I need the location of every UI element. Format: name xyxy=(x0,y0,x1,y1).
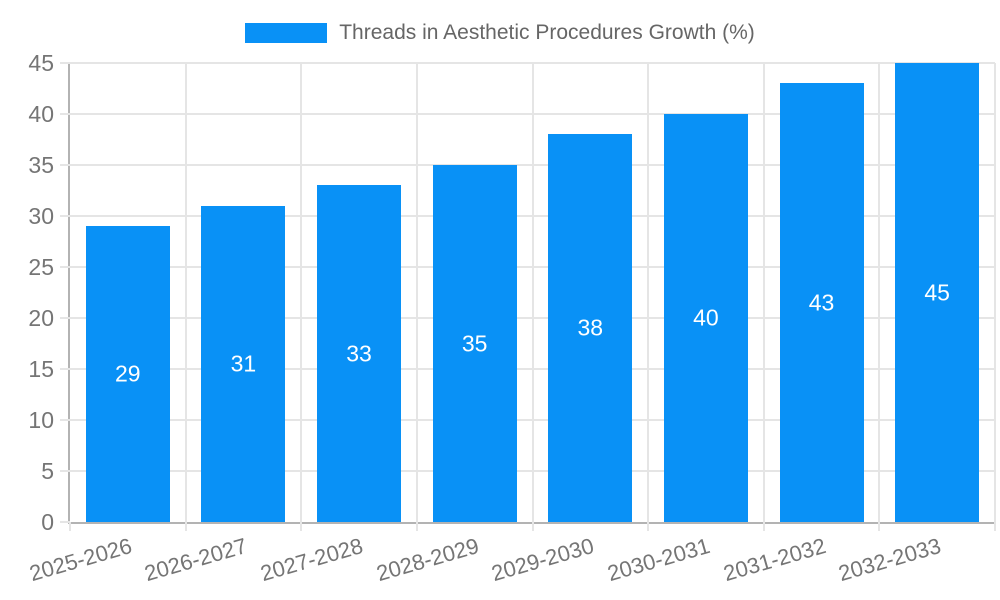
y-tick-label: 30 xyxy=(28,203,54,229)
y-tick-mark xyxy=(60,521,70,523)
y-gridline xyxy=(60,113,995,115)
x-tick-mark xyxy=(69,522,71,531)
bar[interactable]: 35 xyxy=(432,165,517,522)
x-gridline xyxy=(762,63,765,522)
plot-area: 29 31 33 35 38 40 43 45 xyxy=(60,62,996,531)
y-gridline xyxy=(60,470,995,472)
bar-value-label: 29 xyxy=(115,360,141,387)
y-tick-label: 10 xyxy=(28,407,54,433)
bar[interactable]: 31 xyxy=(201,205,286,522)
bar-value-label: 43 xyxy=(808,289,835,316)
y-gridline xyxy=(60,368,995,370)
bar[interactable]: 33 xyxy=(317,185,402,522)
bar[interactable]: 38 xyxy=(548,134,633,522)
y-tick-label: 35 xyxy=(28,152,54,178)
bar[interactable]: 45 xyxy=(895,63,980,522)
x-gridline xyxy=(647,63,650,522)
bar[interactable]: 43 xyxy=(779,83,864,522)
bar[interactable]: 29 xyxy=(85,226,170,522)
y-gridline xyxy=(60,62,995,64)
x-tick-mark xyxy=(647,522,650,531)
x-gridline xyxy=(184,63,187,522)
bar-value-label: 35 xyxy=(461,330,488,356)
x-gridline xyxy=(300,63,303,522)
x-gridline xyxy=(878,63,881,522)
bar-value-label: 33 xyxy=(346,340,372,367)
x-tick-mark xyxy=(415,522,418,531)
y-gridline xyxy=(60,317,995,319)
bar-value-label: 31 xyxy=(230,350,257,377)
y-tick-label: 25 xyxy=(28,254,54,280)
bar-value-label: 45 xyxy=(924,279,950,305)
x-tick-mark xyxy=(300,522,303,531)
x-gridline xyxy=(531,63,534,522)
x-gridline xyxy=(994,63,996,522)
chart-legend[interactable]: Threads in Aesthetic Procedures Growth (… xyxy=(0,22,1000,43)
x-gridline xyxy=(415,63,418,522)
bar-value-label: 40 xyxy=(693,304,719,331)
x-tick-mark xyxy=(531,522,534,531)
bar-value-label: 38 xyxy=(577,314,604,341)
y-gridline xyxy=(60,419,995,421)
y-gridline xyxy=(60,215,995,217)
bar[interactable]: 40 xyxy=(663,114,748,522)
y-tick-label: 0 xyxy=(41,509,54,535)
y-tick-label: 45 xyxy=(28,50,54,76)
y-gridline xyxy=(60,164,995,166)
y-tick-label: 20 xyxy=(28,305,54,331)
x-tick-mark xyxy=(184,522,187,531)
x-tick-mark xyxy=(878,522,881,531)
y-gridline xyxy=(60,266,995,268)
y-tick-label: 5 xyxy=(41,458,54,484)
y-tick-label: 40 xyxy=(28,101,54,127)
x-tick-mark xyxy=(994,522,996,531)
legend-swatch xyxy=(245,22,328,43)
legend-label: Threads in Aesthetic Procedures Growth (… xyxy=(339,21,755,44)
y-tick-label: 15 xyxy=(28,356,54,382)
x-tick-mark xyxy=(762,522,765,531)
